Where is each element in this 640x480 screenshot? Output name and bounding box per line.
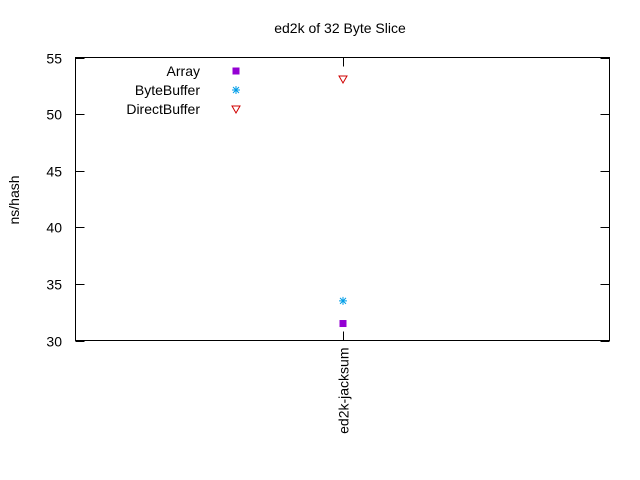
x-axis: ed2k-jacksum (336, 57, 352, 434)
plot-frame (75, 57, 610, 341)
legend-label: ByteBuffer (135, 82, 200, 98)
y-tick-label: 45 (46, 164, 62, 180)
data-point (339, 320, 347, 328)
x-tick-label: ed2k-jacksum (336, 348, 352, 434)
legend: Array ByteBuffer DirectBuffer (126, 63, 241, 117)
data-point (338, 75, 348, 85)
y-tick-label: 30 (46, 334, 62, 350)
legend-label: Array (167, 63, 200, 79)
legend-marker (232, 67, 240, 75)
y-tick-label: 55 (46, 51, 62, 67)
y-tick-label: 50 (46, 107, 62, 123)
legend-marker (232, 86, 240, 94)
chart-title: ed2k of 32 Byte Slice (274, 20, 406, 36)
legend-label: DirectBuffer (126, 101, 200, 117)
y-axis-label: ns/hash (6, 175, 22, 224)
y-axis: 30 35 40 45 50 55 (46, 51, 610, 350)
data-point (339, 296, 347, 305)
data-points (338, 75, 348, 328)
asterisk-stroke (232, 86, 240, 94)
legend-marker (231, 105, 241, 115)
asterisk-stroke (339, 297, 347, 305)
y-tick-label: 35 (46, 277, 62, 293)
y-tick-label: 40 (46, 220, 62, 236)
